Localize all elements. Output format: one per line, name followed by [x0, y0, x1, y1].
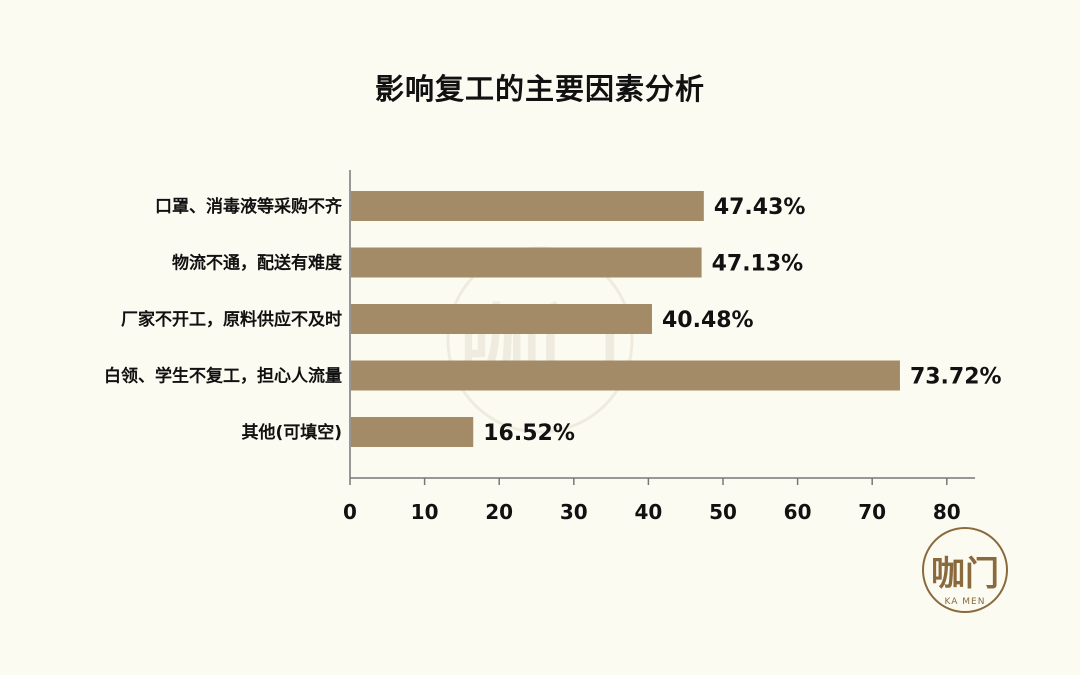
x-tick-label: 60: [784, 500, 812, 524]
bar: [351, 247, 702, 278]
brand-logo: 咖门 KA MEN: [922, 527, 1008, 613]
x-tick-label: 50: [709, 500, 737, 524]
x-tick-label: 70: [858, 500, 886, 524]
category-label: 物流不通，配送有难度: [172, 253, 343, 274]
x-tick-label: 30: [560, 500, 588, 524]
bar: [351, 417, 474, 447]
x-tick-label: 20: [485, 500, 513, 524]
value-label: 40.48%: [662, 308, 754, 333]
value-label: 73.72%: [910, 365, 1002, 390]
chart-title: 影响复工的主要因素分析: [374, 72, 705, 106]
value-label: 16.52%: [483, 421, 575, 446]
x-tick-label: 40: [634, 500, 662, 524]
svg-text:咖门: 咖门: [931, 554, 999, 594]
svg-text:KA MEN: KA MEN: [945, 597, 986, 607]
category-label: 其他(可填空): [241, 422, 342, 443]
value-label: 47.13%: [712, 252, 804, 277]
value-label: 47.43%: [714, 195, 806, 220]
bar: [351, 360, 900, 391]
x-tick-label: 80: [933, 500, 961, 524]
category-label: 白领、学生不复工，担心人流量: [104, 366, 342, 387]
bar: [351, 304, 652, 334]
bar: [351, 191, 704, 221]
x-tick-label: 0: [343, 500, 357, 524]
category-label: 厂家不开工，原料供应不及时: [121, 309, 342, 330]
x-tick-label: 10: [411, 500, 439, 524]
category-label: 口罩、消毒液等采购不齐: [155, 196, 343, 217]
